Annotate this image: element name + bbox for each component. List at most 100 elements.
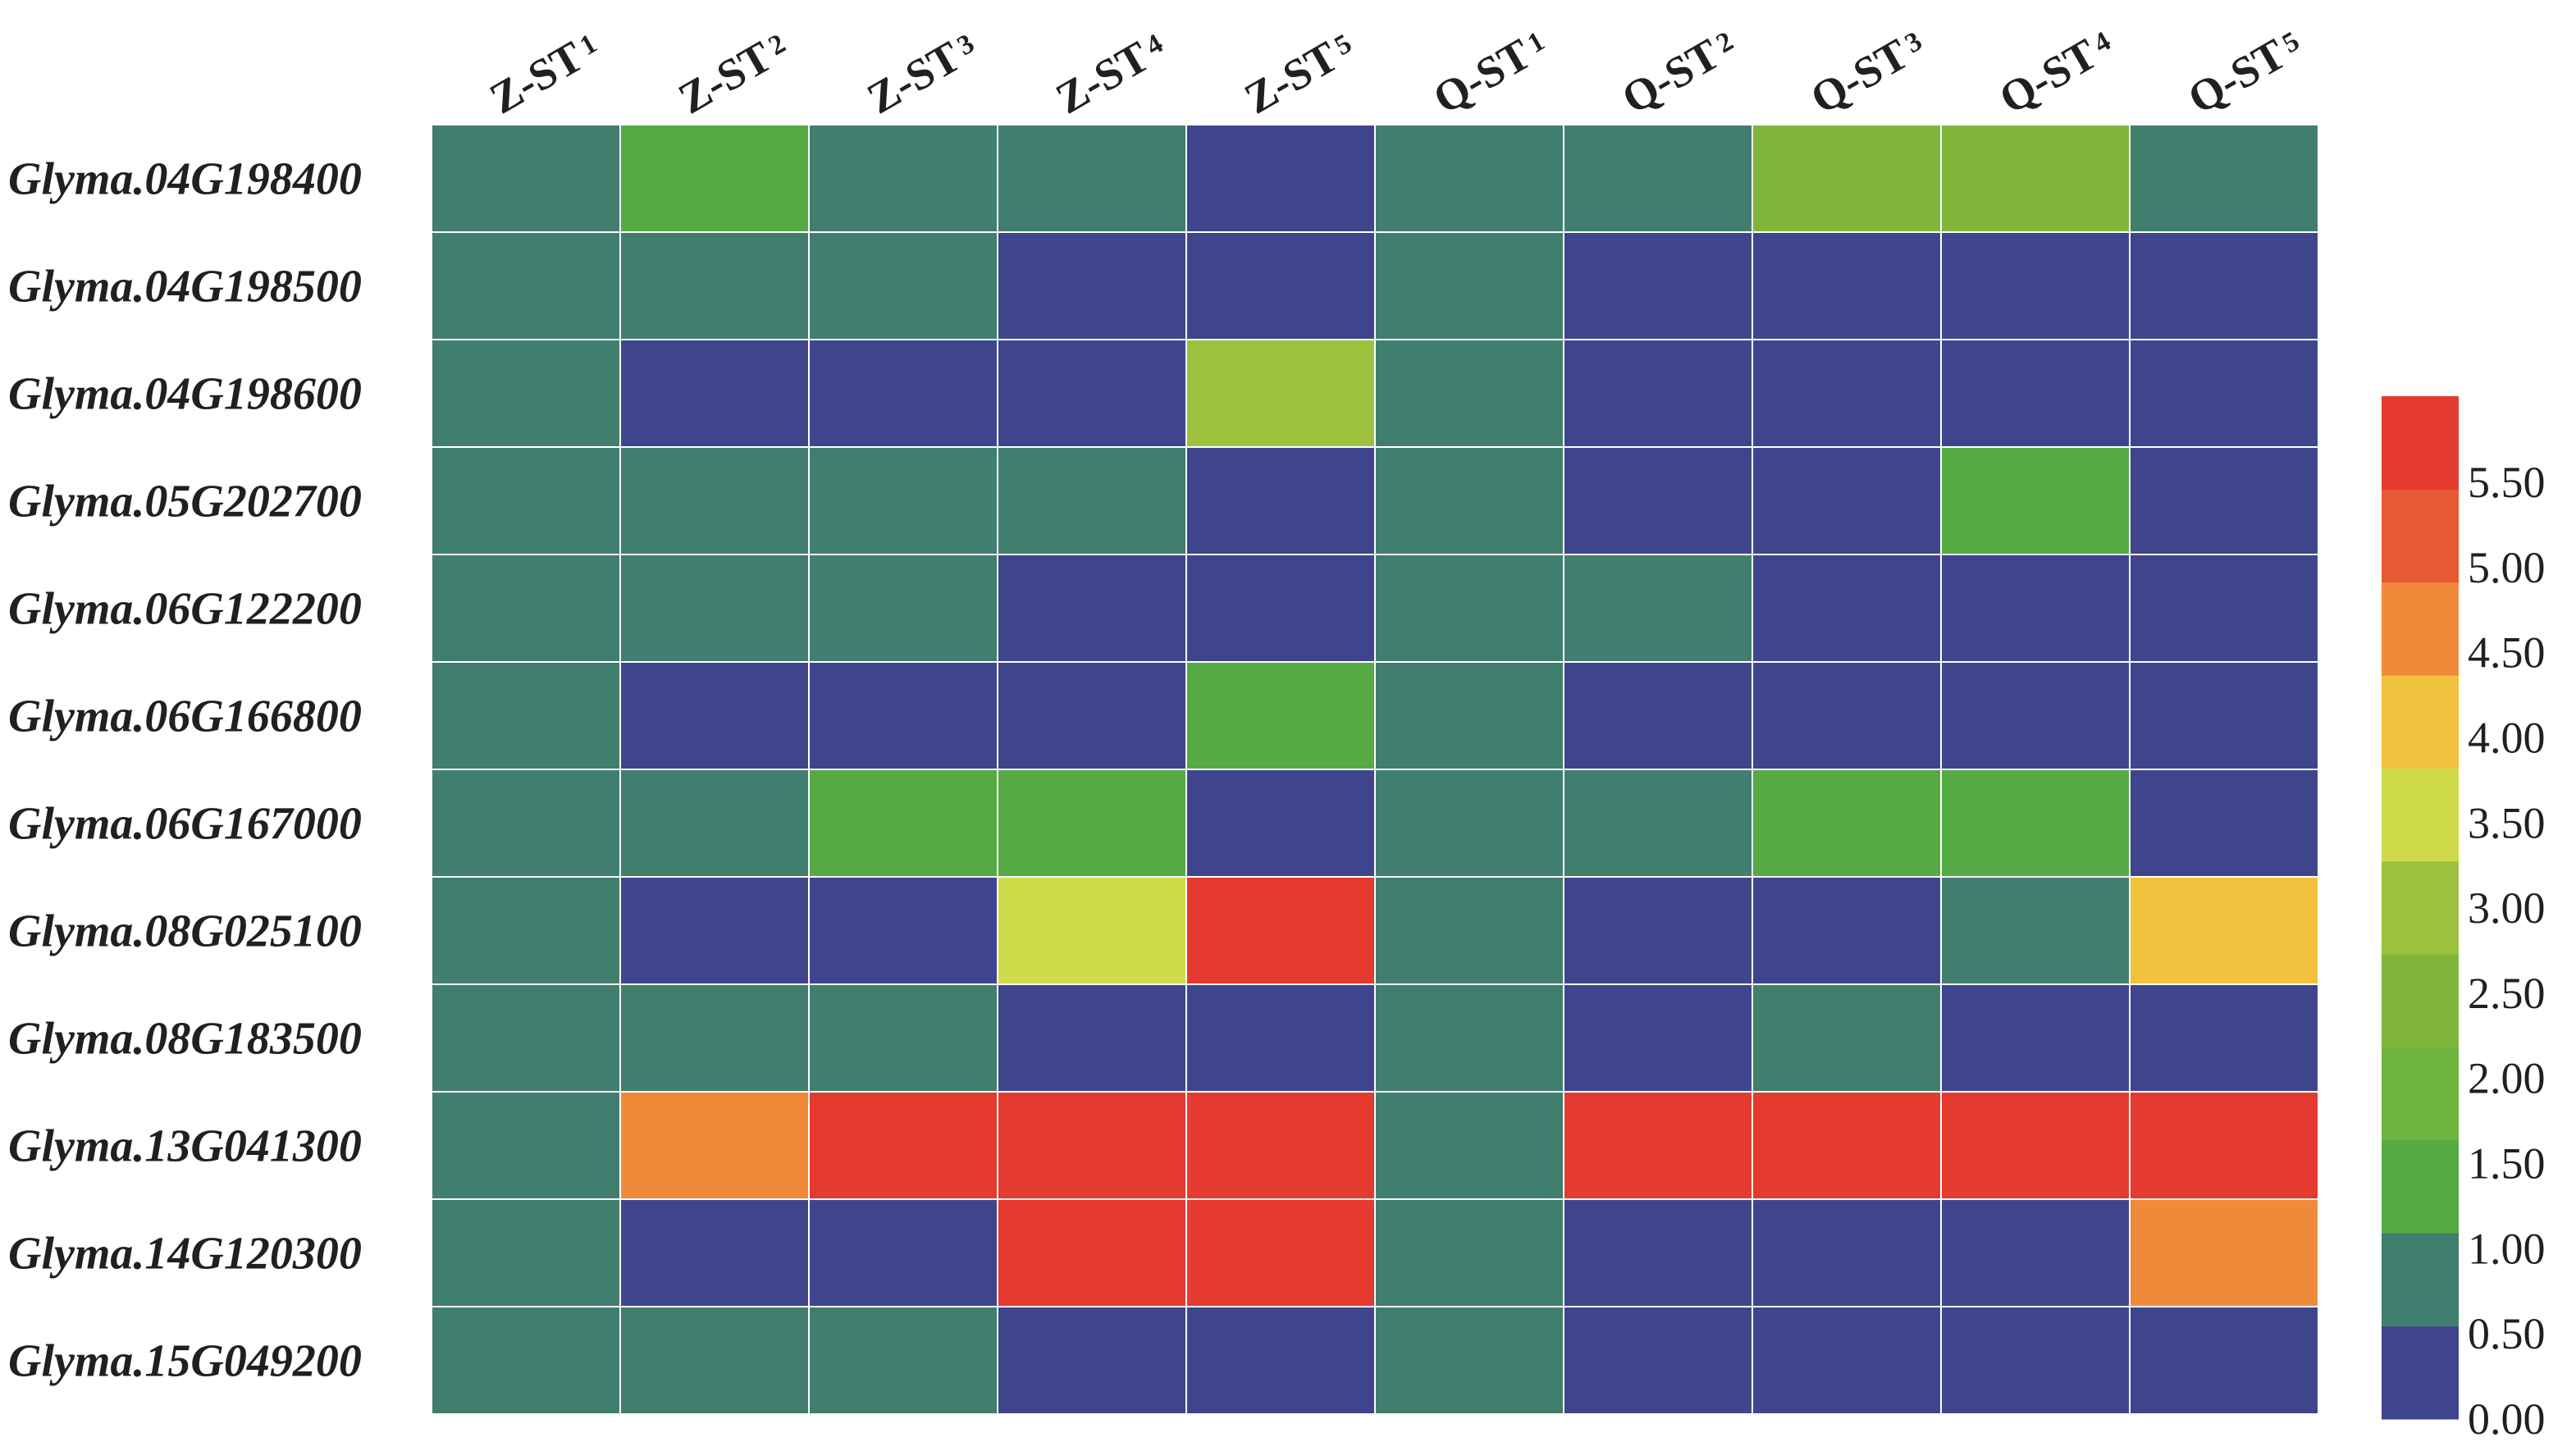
heatmap-cell (431, 124, 621, 233)
column-label: Z-ST2 (670, 22, 797, 123)
heatmap-cell (997, 554, 1187, 663)
row-label: Glyma.06G167000 (8, 799, 362, 850)
heatmap-cell (431, 1306, 621, 1415)
heatmap-cell (808, 1091, 998, 1200)
heatmap-cell (1752, 446, 1942, 555)
heatmap-cell (2129, 1198, 2319, 1307)
heatmap-cell (997, 661, 1187, 770)
heatmap-cell (1185, 983, 1376, 1093)
legend-color-bin (2382, 1139, 2459, 1234)
row-labels: Glyma.04G198400 Glyma.04G198500 Glyma.04G1… (8, 154, 362, 1387)
heatmap-cell (1940, 876, 2131, 985)
row-label: Glyma.06G122200 (8, 584, 362, 635)
heatmap-cell (1185, 231, 1376, 340)
heatmap-cell (1940, 1198, 2131, 1307)
heatmap-cell (1563, 769, 1753, 878)
heatmap-cell (619, 231, 810, 340)
heatmap-cell (997, 446, 1187, 555)
heatmap-cell (1563, 876, 1753, 985)
row-label: Glyma.08G025100 (8, 906, 362, 957)
heatmap-cells (431, 124, 2319, 1415)
heatmap-cell (1374, 1091, 1564, 1200)
heatmap-cell (1185, 661, 1376, 770)
heatmap-cell (1185, 554, 1376, 663)
heatmap-cell (1940, 231, 2131, 340)
heatmap-cell (2129, 231, 2319, 340)
heatmap-cell (619, 769, 810, 878)
heatmap-cell (1752, 339, 1942, 448)
heatmap-cell (619, 1091, 810, 1200)
heatmap-cell (1940, 124, 2131, 233)
heatmap-cell (2129, 1306, 2319, 1415)
heatmap-cell (1185, 876, 1376, 985)
column-label: Q-ST1 (1425, 20, 1555, 123)
row-label: Glyma.15G049200 (8, 1336, 362, 1387)
heatmap-cell (1752, 1306, 1942, 1415)
heatmap-cell (2129, 339, 2319, 448)
heatmap-cell (997, 339, 1187, 448)
heatmap-cell (619, 661, 810, 770)
heatmap-cell (1752, 231, 1942, 340)
heatmap-cell (1940, 769, 2131, 878)
heatmap-cell (1374, 124, 1564, 233)
heatmap-cell (808, 983, 998, 1093)
heatmap-cell (619, 876, 810, 985)
legend-tick-label: 4.00 (2468, 713, 2546, 762)
heatmap-cell (1185, 769, 1376, 878)
heatmap-cell (1374, 446, 1564, 555)
heatmap-cell (1563, 661, 1753, 770)
heatmap-cell (1752, 769, 1942, 878)
heatmap-cell (431, 876, 621, 985)
heatmap-cell (1752, 1091, 1942, 1200)
heatmap-cell (2129, 446, 2319, 555)
legend-color-bin (2382, 768, 2459, 862)
heatmap-cell (1563, 124, 1753, 233)
heatmap-cell (619, 554, 810, 663)
heatmap-cell (997, 983, 1187, 1093)
legend-tick-label: 5.50 (2468, 458, 2546, 507)
row-label: Glyma.05G202700 (8, 477, 362, 527)
heatmap-cell (619, 1306, 810, 1415)
heatmap-cell (997, 876, 1187, 985)
heatmap-cell (1185, 446, 1376, 555)
legend-tick-label: 4.50 (2468, 628, 2546, 678)
heatmap-cell (808, 769, 998, 878)
column-label: Q-ST4 (1991, 20, 2122, 123)
heatmap-cell (619, 1198, 810, 1307)
heatmap-cell (808, 124, 998, 233)
heatmap-cell (1374, 983, 1564, 1093)
heatmap-cell (1185, 1198, 1376, 1307)
heatmap-cell (1563, 1198, 1753, 1307)
legend-tick-label: 2.00 (2468, 1054, 2546, 1103)
legend-tick-label: 2.50 (2468, 969, 2546, 1018)
column-label: Z-ST1 (482, 22, 608, 123)
heatmap-cell (1940, 983, 2131, 1093)
legend-tick-label: 1.50 (2468, 1139, 2546, 1189)
heatmap-cell (1374, 554, 1564, 663)
row-label: Glyma.04G198500 (8, 262, 362, 313)
row-label: Glyma.04G198400 (8, 154, 362, 205)
heatmap-cell (1563, 1091, 1753, 1200)
row-label: Glyma.14G120300 (8, 1229, 362, 1280)
heatmap-cell (997, 1306, 1187, 1415)
heatmap-cell (2129, 124, 2319, 233)
heatmap-cell (808, 876, 998, 985)
heatmap-cell (1563, 339, 1753, 448)
heatmap-cell (2129, 661, 2319, 770)
legend-tick-label: 0.50 (2468, 1309, 2546, 1358)
legend-color-bin (2382, 860, 2459, 955)
heatmap-cell (1563, 1306, 1753, 1415)
heatmap-cell (1940, 446, 2131, 555)
heatmap-cell (1374, 1306, 1564, 1415)
heatmap-cell (431, 983, 621, 1093)
legend-color-bins (2382, 396, 2459, 1420)
heatmap-cell (1940, 1306, 2131, 1415)
heatmap-cell (2129, 554, 2319, 663)
legend-color-bin (2382, 1326, 2459, 1420)
legend-color-bin (2382, 396, 2459, 490)
legend-tick-label: 3.50 (2468, 798, 2546, 847)
heatmap-cell (997, 1198, 1187, 1307)
heatmap-cell (1374, 769, 1564, 878)
heatmap-cell (431, 661, 621, 770)
column-labels: Z-ST1 Z-ST2 Z-ST3 Z-ST4 Z-ST5 Q-ST1 Q-ST2 Q-ST3… (482, 20, 2304, 124)
